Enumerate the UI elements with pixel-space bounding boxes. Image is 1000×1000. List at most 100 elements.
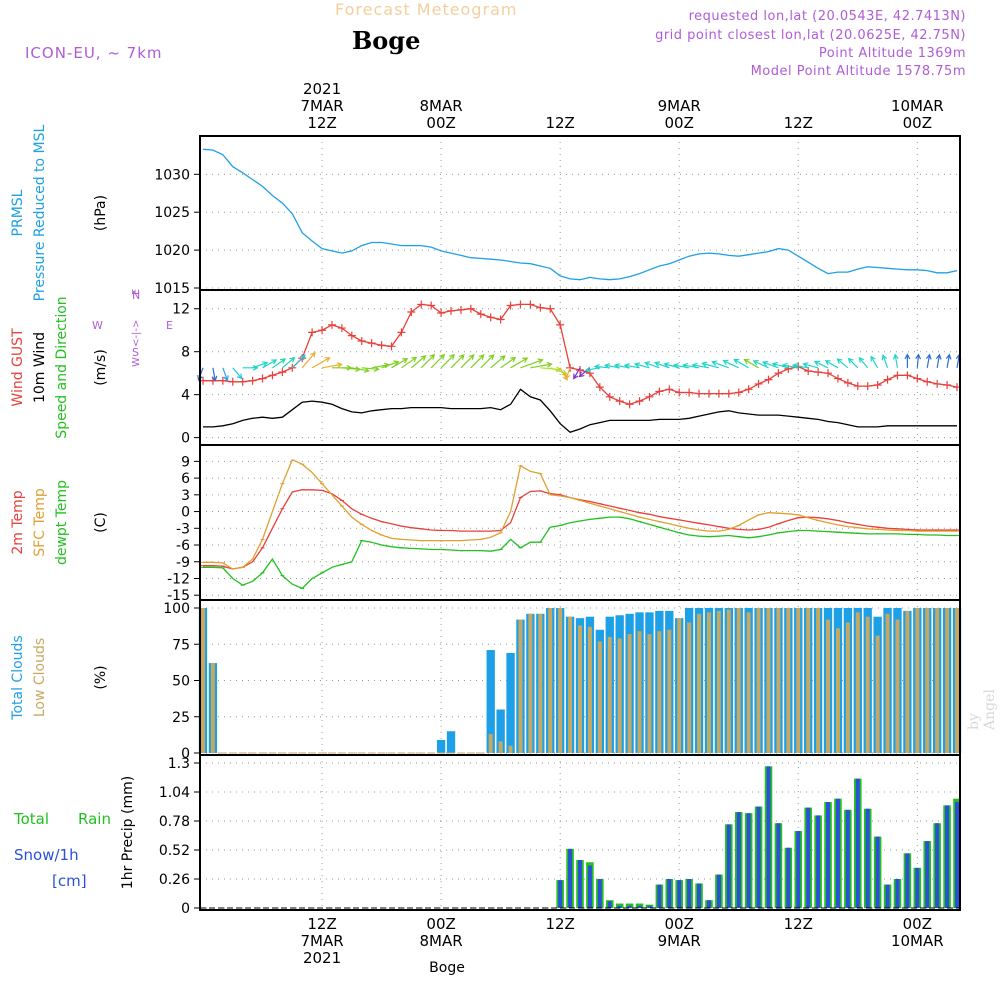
snow-bar [756,806,761,908]
gust-marker [933,379,942,388]
gust-marker [625,400,634,409]
low-cloud-bar [498,741,503,753]
y-axis-title: PRMSL [10,189,26,236]
y-axis-title: SFC Temp [32,488,48,557]
gust-marker [655,387,664,396]
y-tick-label: 1025 [154,205,190,221]
gust-marker [685,388,694,397]
snow-bar [587,865,592,908]
wind-arrow [791,362,809,369]
gust-marker [893,371,902,380]
time-label-bottom: 12Z [784,915,813,933]
gust-marker [308,328,317,337]
snow-bar [925,841,930,908]
snow-bar [558,880,563,908]
gust-marker [407,307,416,316]
gust-marker [377,341,386,350]
y-tick-label: 1030 [154,167,190,183]
gust-marker [337,324,346,333]
series-line-dewpt-temp [203,516,957,590]
wind-arrow [925,353,932,368]
low-cloud-bar [875,635,880,753]
gust-marker [764,375,773,384]
wind-arrow [391,358,409,369]
panel-precip: 0 0.26 0.52 0.78 1.04 1.3 Total Rain Snow/1h [cm]… [13,754,961,917]
y-axis-title: Pressure Reduced to MSL [32,124,48,301]
snow-bar [657,884,662,908]
wind-arrow [722,359,739,369]
time-label-top: 00Z [903,114,932,132]
snow-bar [806,807,811,908]
low-cloud-bar [201,608,205,753]
wind-arrow [733,358,749,369]
gust-marker [268,371,277,380]
low-cloud-bar [558,608,563,753]
low-cloud-bar [508,745,513,753]
gust-marker [526,300,535,309]
point-altitude: Point Altitude 1369m [818,46,966,61]
low-cloud-bar [796,608,801,753]
gust-marker [744,385,753,394]
gust-marker [814,368,823,377]
snow-bar [697,883,702,908]
low-cloud-bar [746,612,751,753]
wind-arrow [847,357,859,369]
time-label-bottom: 2021 [303,949,341,967]
y-tick-label: 8 [181,345,190,361]
snow-bar [627,905,632,908]
series-line-2m-temp [203,489,957,570]
snow-bar [647,905,652,908]
wind-arrow [633,362,650,369]
snow-bar [766,766,771,908]
model-label: ICON-EU, ~ 7km [25,44,163,62]
gust-marker [734,388,743,397]
low-cloud-bar [607,637,612,753]
series-line-10m-wind [203,388,957,434]
y-axis-title: dewpt Temp [54,480,70,565]
gust-marker [347,331,356,340]
low-cloud-bar [955,608,959,753]
low-cloud-bar [935,608,940,753]
compass-w-label: W [92,319,103,332]
gust-marker [873,381,882,389]
compass-e: E [131,289,142,295]
low-cloud-bar [518,619,523,753]
y-tick-label: 1015 [154,281,190,297]
wind-arrow [420,353,436,369]
wind-arrow [381,360,400,369]
time-label-bottom: 10MAR [891,932,944,950]
wind-arrow [222,367,229,382]
wind-arrow [272,358,287,369]
total-cloud-bar [496,709,505,753]
low-cloud-bar [647,634,652,753]
y-axis-units: (m/s) [93,349,109,386]
panel-wind: 0 4 8 12 Wind GUST 10m Wind Speed and Directio… [10,289,962,447]
wind-arrow [291,354,306,369]
low-cloud-bar [706,612,711,753]
wind-arrow [743,359,759,369]
gust-marker [218,376,227,385]
gust-marker [853,382,862,391]
gust-marker [318,326,327,335]
y-axis-title: Low Clouds [32,638,48,717]
snow-bar [726,824,731,908]
compass-s-label: S [132,346,139,359]
wind-arrow [281,356,296,369]
series-line-sfc-temp [203,458,957,570]
y-tick-label: 0 [181,901,190,917]
y-axis-title: 2m Temp [10,490,26,554]
y-tick-label: -6 [176,538,190,554]
y-tick-label: -15 [167,588,190,604]
gust-marker [595,383,604,392]
gust-marker [635,397,644,406]
low-cloud-bar [657,631,662,753]
gust-marker [576,365,584,374]
low-cloud-bar [756,608,761,753]
wind-arrow [691,362,710,369]
time-label-top: 00Z [665,114,694,132]
time-label-top: 12Z [784,114,813,132]
gust-marker [675,388,684,397]
rain-label: Total [13,810,49,828]
time-label-top: 10MAR [891,97,944,115]
